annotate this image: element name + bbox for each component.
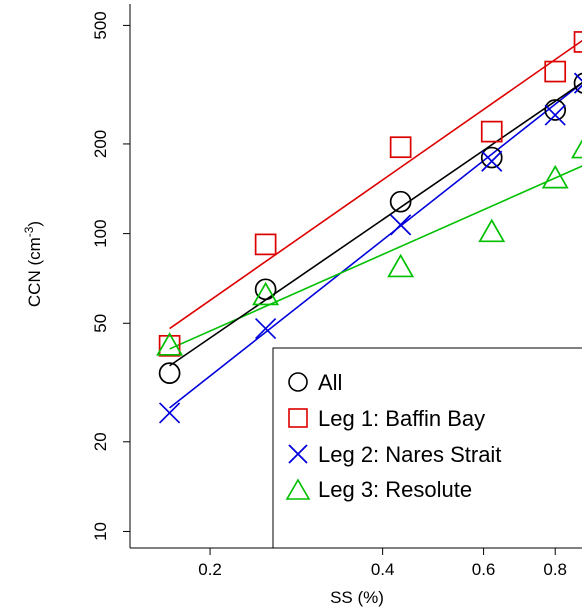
legend-entry-leg3: Leg 3: Resolute [285,477,472,502]
legend-entry-leg2: Leg 2: Nares Strait [288,442,501,467]
x-tick-label: 0.4 [371,560,395,579]
legend-marker-circle [288,372,308,392]
data-point-square [480,120,503,143]
x-tick-label: 0.8 [543,560,567,579]
legend-label-leg1: Leg 1: Baffin Bay [318,406,485,431]
y-tick-label: 100 [91,219,110,247]
data-point-triangle [541,164,569,189]
x-tick-label: 0.6 [472,560,496,579]
data-point-circle [544,99,567,121]
data-point-square [254,233,277,256]
data-point-circle [158,362,181,385]
legend-box [272,347,582,549]
y-axis-title-main: CCN (cm [25,237,44,307]
data-point-circle [480,146,503,169]
data-point-square [573,31,582,53]
data-point-square [158,334,181,357]
legend-label-leg3: Leg 3: Resolute [318,477,472,502]
legend-marker-x [288,444,308,464]
y-axis-title: CCN (cm-3) [22,221,44,307]
data-point-triangle [478,218,506,243]
y-tick-label: 50 [91,314,110,333]
data-point-x [573,72,582,94]
x-axis-title: SS (%) [330,588,384,607]
data-point-triangle [156,332,184,356]
legend-label-leg2: Leg 2: Nares Strait [318,442,501,467]
data-point-x [159,402,181,424]
data-point-circle [389,190,412,213]
axes: 10 20 50 100 200 500 0.2 0.4 0.6 0.8 [91,4,582,579]
y-tick-label: 500 [91,11,110,39]
legend-label-all: All [318,370,342,395]
data-point-triangle [387,253,415,278]
y-tick-label: 200 [91,130,110,158]
fit-lines [169,39,582,409]
fit-line-square [169,39,582,330]
data-point-circle [573,72,582,94]
data-point-x [544,104,566,126]
data-point-x [481,150,503,172]
data-point-square [389,136,412,159]
data-point-x [390,214,412,236]
data-point-x [255,317,277,340]
legend-marker-square [288,408,308,428]
fit-line-circle [169,81,582,367]
legend-entry-leg1: Leg 1: Baffin Bay [288,406,485,431]
legend-entry-all: All [288,370,342,395]
data-point-triangle [252,281,280,306]
fit-line-triangle [169,165,582,350]
y-tick-label: 20 [91,432,110,451]
y-axis-title-superscript: -3 [22,226,36,237]
data-point-triangle [571,139,582,159]
data-point-square [544,60,567,83]
legend: All Leg 1: Baffin Bay Leg 2: Nares Strai… [272,347,582,549]
y-axis-title-close: ) [25,221,44,227]
x-tick-label: 0.2 [198,560,222,579]
legend-marker-triangle [285,478,311,500]
fit-line-x [169,82,582,409]
y-tick-label: 10 [91,522,110,541]
data-points [156,31,582,424]
data-point-circle [254,278,277,301]
